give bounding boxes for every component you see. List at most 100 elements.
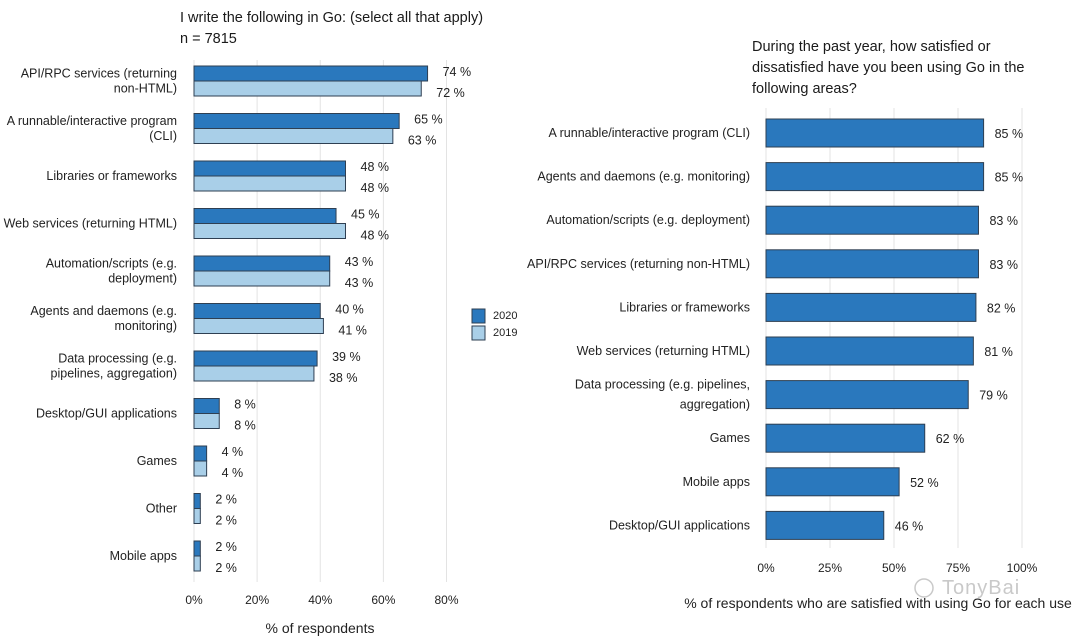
bar-2020 [193, 303, 321, 319]
bar-2019 [193, 128, 394, 144]
category-label: Games [137, 454, 177, 468]
data-label: 41 % [338, 324, 367, 338]
x-axis-title: % of respondents [266, 620, 375, 636]
x-tick-label: 100% [1007, 561, 1038, 575]
bar-2020 [193, 113, 400, 129]
data-label: 52 % [910, 476, 939, 490]
bar-2020 [193, 350, 318, 367]
bar-2020 [193, 65, 429, 82]
category-label: Agents and daemons (e.g. monitoring) [537, 170, 750, 184]
x-tick-label: 20% [245, 593, 269, 607]
bar-2020 [193, 398, 220, 414]
data-label: 38 % [329, 371, 358, 385]
category-label: Desktop/GUI applications [609, 518, 750, 532]
bar [765, 292, 977, 322]
watermark: TonyBai [942, 577, 1020, 599]
category-label: Mobile apps [110, 549, 177, 563]
bar-2019 [193, 365, 315, 382]
category-label: Games [710, 431, 750, 445]
chart-title: I write the following in Go: (select all… [180, 10, 483, 26]
data-label: 65 % [414, 113, 443, 127]
data-label: 48 % [361, 229, 390, 243]
category-label: Libraries or frameworks [619, 300, 750, 314]
category-label: API/RPC services (returning non-HTML) [21, 67, 177, 96]
data-label: 79 % [979, 389, 1008, 403]
category-label: Web services (returning HTML) [4, 217, 177, 231]
x-tick-label: 50% [882, 561, 906, 575]
data-label: 2 % [215, 493, 237, 507]
bar-2020 [193, 445, 208, 462]
legend-swatch-2020 [471, 308, 486, 324]
bar [765, 249, 979, 279]
legend-swatch-2019 [471, 325, 486, 341]
legend-label: 2019 [493, 327, 517, 339]
category-label: Data processing (e.g. pipelines, aggregat… [51, 352, 177, 381]
bar-2019 [193, 413, 220, 429]
chart-title: During the past year, how satisfied or di… [752, 39, 1024, 97]
category-label: Other [146, 502, 177, 516]
bar-2019 [193, 223, 346, 239]
data-label: 45 % [351, 208, 380, 222]
bar-2020 [193, 255, 331, 272]
x-axis-title: % of respondents who are satisfied with … [684, 595, 1072, 611]
bar [765, 467, 900, 497]
data-label: 81 % [984, 345, 1013, 359]
x-tick-label: 80% [434, 593, 458, 607]
x-tick-label: 40% [308, 593, 332, 607]
data-label: 43 % [345, 255, 374, 269]
data-label: 2 % [215, 540, 237, 554]
category-label: A runnable/interactive program (CLI) [549, 126, 750, 140]
bar-2020 [193, 160, 346, 177]
bar-2019 [193, 175, 346, 192]
category-label: API/RPC services (returning non-HTML) [527, 257, 750, 271]
data-label: 39 % [332, 350, 361, 364]
bar [765, 423, 926, 453]
bar [765, 162, 985, 192]
legend-label: 2020 [493, 310, 517, 322]
category-label: Automation/scripts (e.g. deployment) [46, 257, 177, 286]
data-label: 48 % [361, 160, 390, 174]
category-label: Web services (returning HTML) [577, 344, 750, 358]
bar [765, 118, 985, 148]
bar-2020 [193, 493, 201, 509]
category-label: Agents and daemons (e.g. monitoring) [30, 304, 177, 333]
x-tick-label: 75% [946, 561, 970, 575]
category-label: A runnable/interactive program (CLI) [7, 114, 177, 143]
data-label: 48 % [361, 181, 390, 195]
x-tick-label: 0% [185, 593, 203, 607]
data-label: 72 % [436, 86, 465, 100]
data-label: 74 % [443, 65, 472, 79]
bar [765, 205, 979, 235]
x-tick-label: 0% [757, 561, 775, 575]
data-label: 2 % [215, 514, 237, 528]
chart-subtitle: n = 7815 [180, 31, 237, 47]
bar [765, 336, 974, 366]
bar-2020 [193, 208, 337, 224]
bar-2019 [193, 508, 201, 524]
category-label: Automation/scripts (e.g. deployment) [546, 213, 750, 227]
data-label: 43 % [345, 276, 374, 290]
watermark-logo-icon [914, 578, 934, 598]
category-label: Desktop/GUI applications [36, 407, 177, 421]
bar-2019 [193, 460, 208, 477]
bar-2019 [193, 270, 331, 287]
category-label: Libraries or frameworks [46, 169, 177, 183]
data-label: 8 % [234, 398, 256, 412]
bar-2019 [193, 318, 324, 334]
data-label: 2 % [215, 561, 237, 575]
data-label: 63 % [408, 134, 437, 148]
data-label: 4 % [222, 445, 244, 459]
data-label: 83 % [989, 214, 1018, 228]
data-label: 46 % [895, 519, 924, 533]
bar-2019 [193, 80, 422, 97]
category-label: Mobile apps [683, 475, 750, 489]
bar [765, 510, 885, 540]
bar-2019 [193, 555, 201, 572]
data-label: 62 % [936, 432, 965, 446]
data-label: 4 % [222, 466, 244, 480]
data-label: 82 % [987, 301, 1016, 315]
data-label: 40 % [335, 303, 364, 317]
bar [765, 380, 969, 410]
category-label: Data processing (e.g. pipelines, aggregat… [575, 378, 750, 412]
